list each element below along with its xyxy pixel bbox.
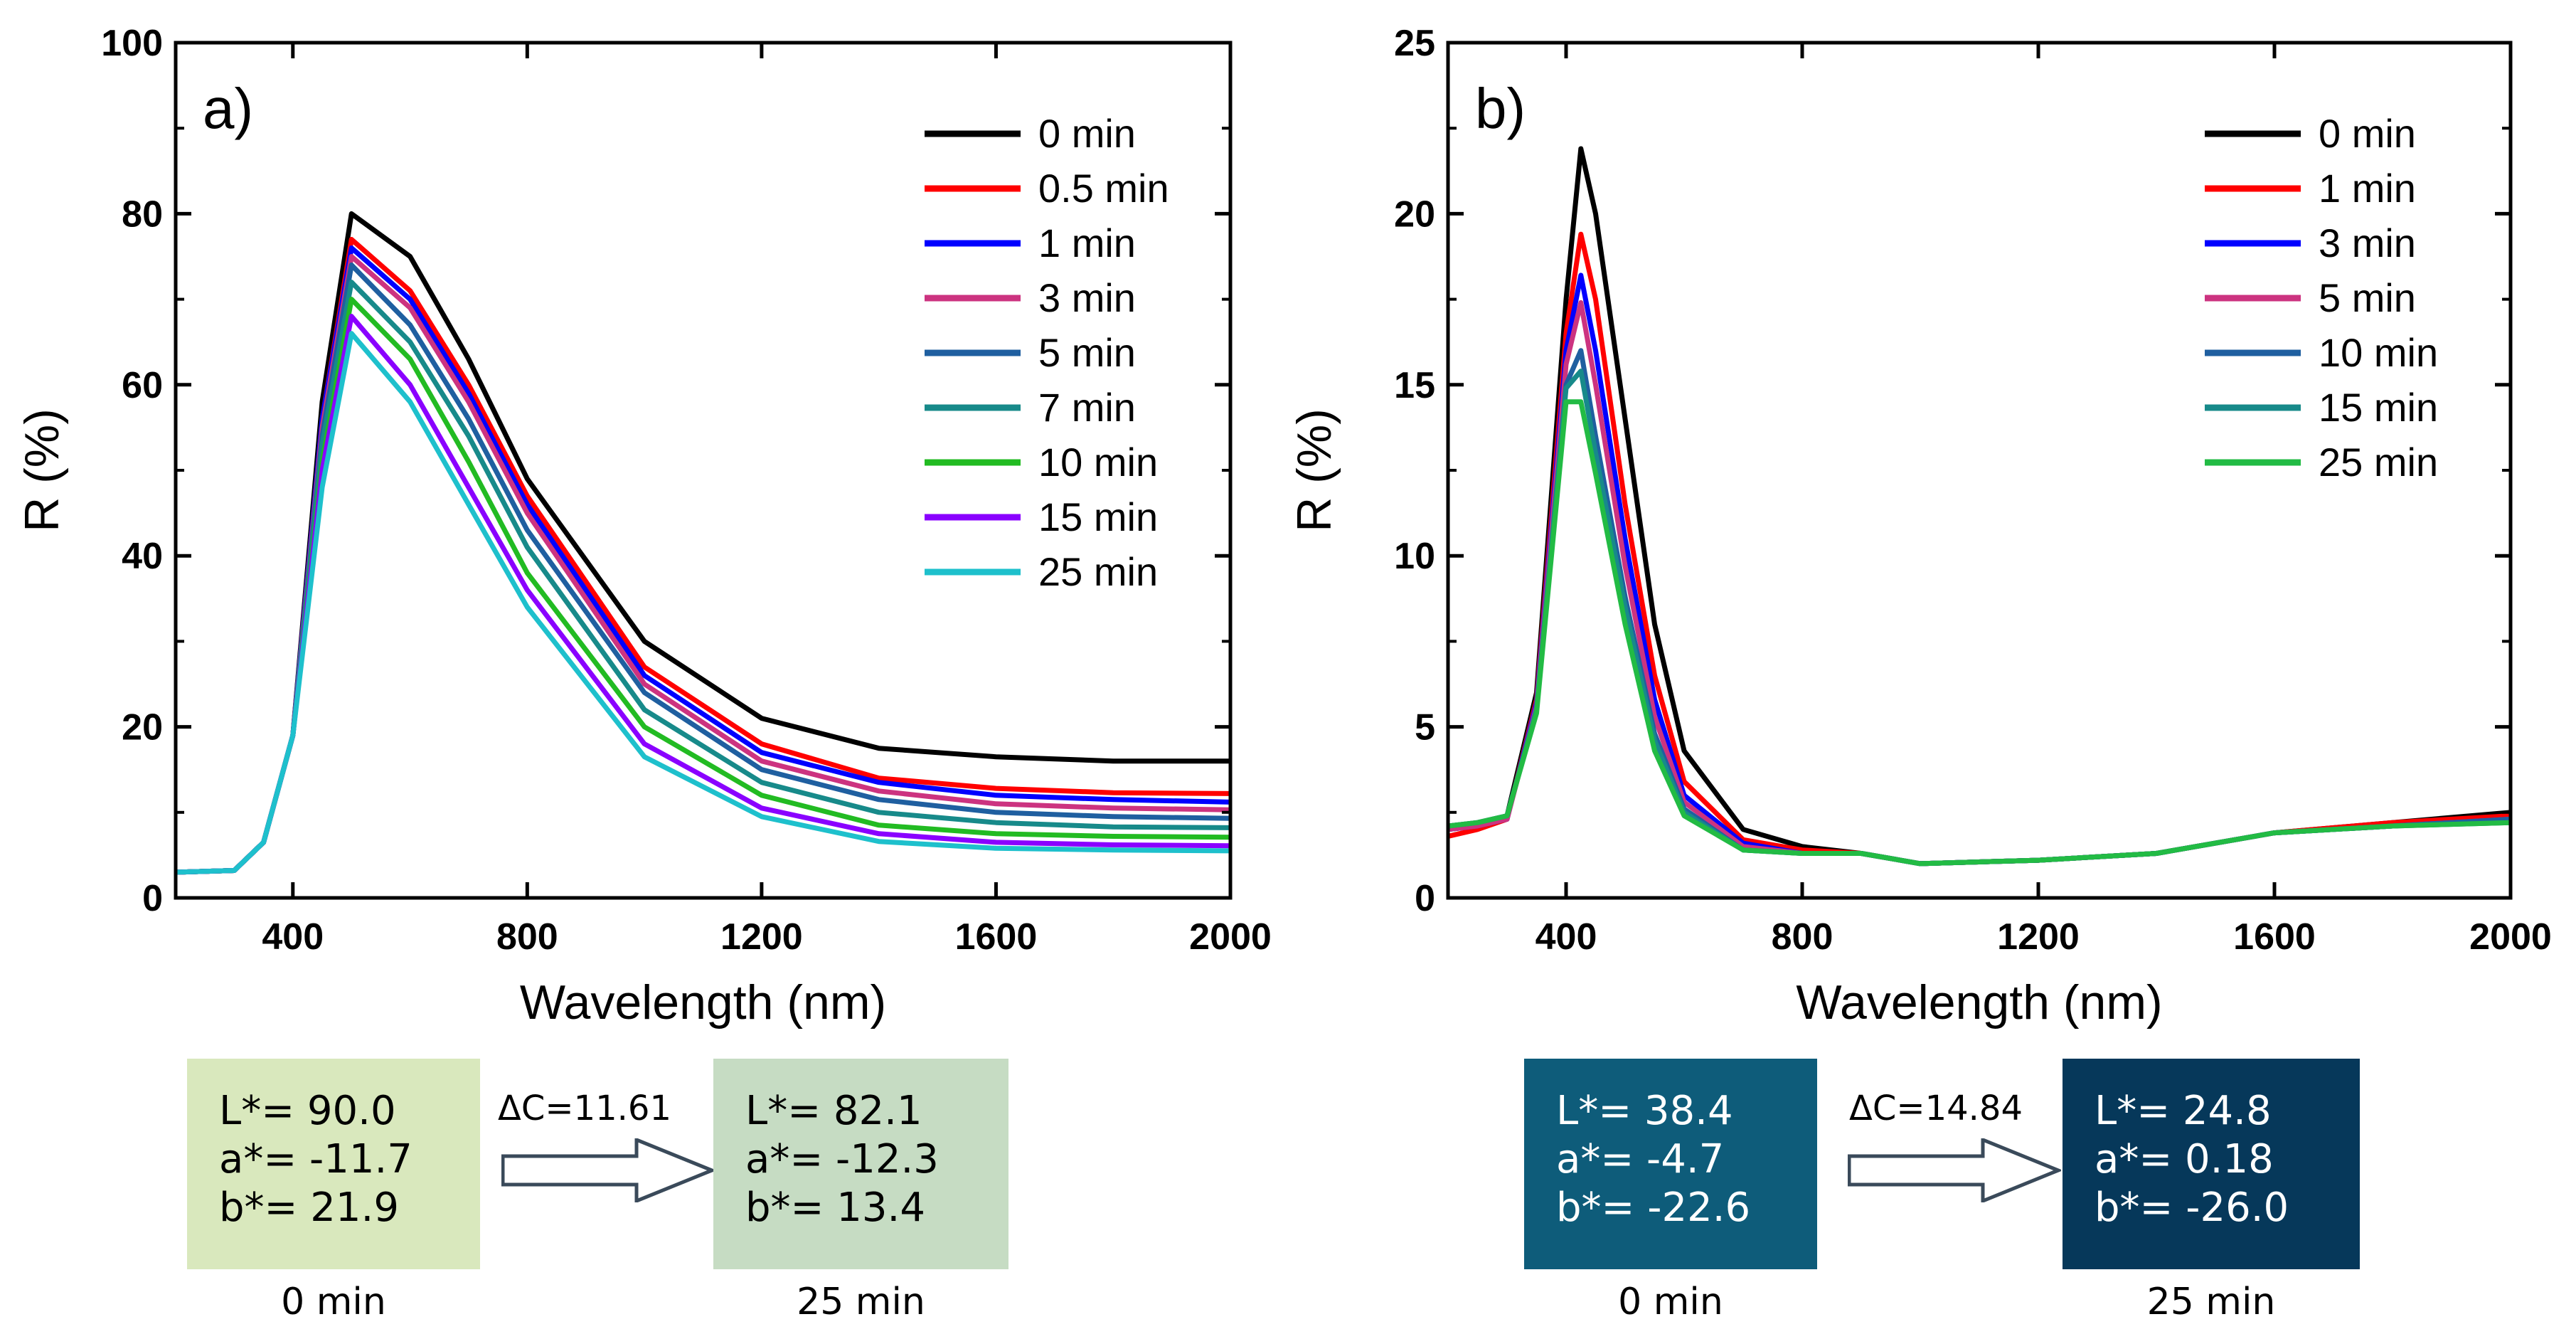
y-tick-label: 40 (122, 536, 163, 577)
y-tick-label: 20 (1394, 194, 1435, 235)
series-line (1448, 231, 2511, 867)
legend-label: 7 min (1038, 385, 1136, 430)
legend-label: 1 min (2319, 166, 2416, 211)
delta-c-label-b: ΔC=14.84 (1849, 1089, 2023, 1128)
series-group (176, 211, 1230, 875)
x-tick-label: 800 (1772, 916, 1833, 958)
legend-label: 0.5 min (1038, 166, 1169, 211)
legend-label: 10 min (2319, 330, 2438, 375)
delta-c-label-a: ΔC=11.61 (498, 1089, 671, 1128)
x-tick-label: 400 (1536, 916, 1597, 958)
y-axis-label: R (%) (15, 408, 69, 532)
series-line (1448, 399, 2511, 867)
panel-label: b) (1475, 77, 1526, 140)
legend-label: 3 min (2319, 221, 2416, 265)
x-axis-label: Wavelength (nm) (520, 975, 886, 1029)
series-line (176, 331, 1230, 875)
swatch-caption: 25 min (2146, 1281, 2276, 1323)
y-tick-label: 100 (101, 23, 163, 64)
y-tick-label: 25 (1394, 23, 1435, 64)
legend-label: 5 min (1038, 330, 1136, 375)
x-tick-label: 1600 (2233, 916, 2316, 958)
lab-values: L*= 24.8 a*= 0.18 b*= -26.0 (2095, 1088, 2289, 1231)
series-group (1448, 146, 2511, 867)
chart-a: 400 800 1200 1600 2000 0 20 40 60 80 100 Wavelength… (15, 23, 1272, 1029)
swatch-caption: 0 min (1618, 1281, 1723, 1323)
y-tick-label: 0 (1415, 878, 1435, 919)
color-swatch-a-final: L*= 82.1 a*= -12.3 b*= 13.4 (713, 1059, 1008, 1269)
swatch-caption: 25 min (797, 1281, 925, 1323)
color-swatch-a-initial: L*= 90.0 a*= -11.7 b*= 21.9 (187, 1059, 480, 1269)
legend-label: 5 min (2319, 275, 2416, 320)
x-tick-label: 800 (496, 916, 558, 958)
y-tick-label: 60 (122, 365, 163, 406)
y-tick-label: 10 (1394, 536, 1435, 577)
lab-values: L*= 38.4 a*= -4.7 b*= -22.6 (1556, 1088, 1751, 1231)
y-tick-label: 5 (1415, 707, 1435, 748)
arrow-icon (501, 1138, 715, 1202)
x-tick-label: 1200 (720, 916, 803, 958)
color-swatch-b-final: L*= 24.8 a*= 0.18 b*= -26.0 (2063, 1059, 2360, 1269)
lab-values: L*= 90.0 a*= -11.7 b*= 21.9 (219, 1088, 413, 1231)
legend-label: 0 min (2319, 111, 2416, 156)
y-tick-label: 15 (1394, 365, 1435, 406)
y-axis-label: R (%) (1287, 408, 1341, 532)
x-axis-label: Wavelength (nm) (1796, 975, 2162, 1029)
legend-label: 10 min (1038, 440, 1158, 485)
panel-label: a) (203, 77, 253, 140)
swatch-caption: 0 min (281, 1281, 386, 1323)
legend-label: 3 min (1038, 275, 1136, 320)
y-tick-label: 0 (142, 878, 163, 919)
x-tick-label: 400 (262, 916, 324, 958)
legend-label: 15 min (2319, 385, 2438, 430)
x-tick-label: 1200 (1997, 916, 2080, 958)
legend-label: 1 min (1038, 221, 1136, 265)
legend-label: 0 min (1038, 111, 1136, 156)
lab-values: L*= 82.1 a*= -12.3 b*= 13.4 (745, 1088, 939, 1231)
chart-b: 400 800 1200 1600 2000 0 5 10 15 20 25 Wavelength (… (1287, 23, 2552, 1029)
y-tick-label: 80 (122, 194, 163, 235)
arrow-icon (1848, 1138, 2061, 1202)
x-tick-label: 1600 (955, 916, 1038, 958)
legend-label: 25 min (2319, 440, 2438, 485)
color-swatch-b-initial: L*= 38.4 a*= -4.7 b*= -22.6 (1524, 1059, 1817, 1269)
x-tick-label: 2000 (1189, 916, 1272, 958)
x-tick-label: 2000 (2469, 916, 2552, 958)
legend-label: 15 min (1038, 494, 1158, 539)
y-tick-label: 20 (122, 707, 163, 748)
legend-label: 25 min (1038, 549, 1158, 594)
